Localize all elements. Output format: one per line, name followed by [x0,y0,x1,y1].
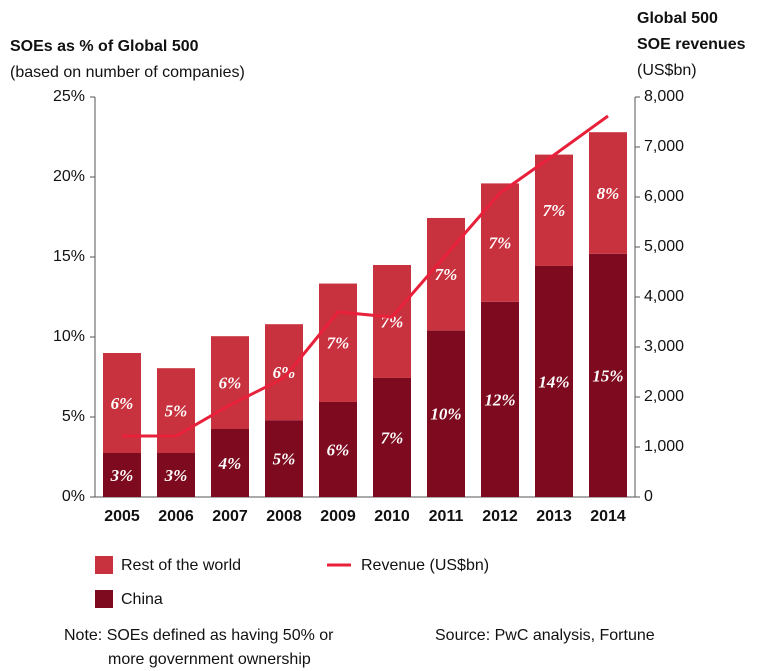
value-label: 6% [219,374,242,393]
x-tick-label: 2013 [536,508,572,525]
bar-segment [427,217,465,331]
bar-segment [481,301,519,497]
legend-label: Revenue (US$bn) [361,557,489,574]
value-label: 5% [273,450,296,469]
bar-segment [481,183,519,302]
value-label: 10% [430,405,461,424]
value-label: 5% [165,402,188,421]
x-tick-label: 2005 [104,508,140,525]
value-label: 3% [164,466,188,485]
bar-segment [157,453,195,497]
value-label: 6% [111,394,134,413]
y2-tick-label: 1,000 [644,438,684,455]
x-tick-label: 2009 [320,508,356,525]
bar-segment [373,377,411,497]
value-label: 7% [327,334,350,353]
y2-tick-label: 6,000 [644,188,684,205]
y2-unit: (US$bn) [637,62,697,79]
bar-segment [211,429,249,497]
note: Note: SOEs defined as having 50% or [64,627,334,644]
y-tick-label: 5% [62,408,85,425]
y2-title: SOE revenues [637,36,746,53]
source: Source: PwC analysis, Fortune [435,627,655,644]
value-label: 6% [327,440,350,459]
x-tick-label: 2007 [212,508,248,525]
value-label: 7% [543,201,566,220]
value-label: 15% [592,366,623,385]
value-label: 7% [435,265,458,284]
value-label: 8% [597,184,620,203]
y-tick-label: 15% [53,248,85,265]
x-tick-label: 2008 [266,508,302,525]
legend-swatch [95,590,113,608]
chart-title: SOEs as % of Global 500 [10,38,199,55]
x-tick-label: 2014 [590,508,626,525]
y-tick-label: 20% [53,168,85,185]
x-tick-label: 2012 [482,508,518,525]
bar-segment [265,420,303,497]
y2-tick-label: 8,000 [644,88,684,105]
value-label: 7% [489,234,512,253]
bar-segment [103,453,141,497]
value-label: 7% [381,428,404,447]
bar-segment [589,253,627,497]
value-label: 12% [484,390,515,409]
bar-segment [535,154,573,266]
note: more government ownership [108,651,311,668]
legend-swatch [95,556,113,574]
y2-tick-label: 5,000 [644,238,684,255]
revenue-line [122,114,609,438]
x-tick-label: 2010 [374,508,410,525]
bar-segment [589,132,627,254]
bar-segment [535,265,573,497]
value-label: 3% [110,466,134,485]
value-label: 4% [218,454,242,473]
bar-segment [265,324,303,421]
bar-segment [319,283,357,402]
bar-segment [373,265,411,378]
bar-segment [427,330,465,497]
y-tick-label: 10% [53,328,85,345]
legend-label: China [121,591,163,608]
y2-tick-label: 7,000 [644,138,684,155]
y-tick-label: 25% [53,88,85,105]
y2-tick-label: 0 [644,488,653,505]
x-tick-label: 2006 [158,508,194,525]
y2-tick-label: 3,000 [644,338,684,355]
value-label: 6% [273,363,296,382]
y2-title: Global 500 [637,10,718,27]
y2-tick-label: 4,000 [644,288,684,305]
chart-subtitle: (based on number of companies) [10,64,245,81]
value-label: 14% [538,372,569,391]
bar-segment [319,401,357,497]
y2-tick-label: 2,000 [644,388,684,405]
x-tick-label: 2011 [429,508,464,525]
legend-label: Rest of the world [121,557,241,574]
bar-segment [157,368,195,453]
y-tick-label: 0% [62,488,85,505]
